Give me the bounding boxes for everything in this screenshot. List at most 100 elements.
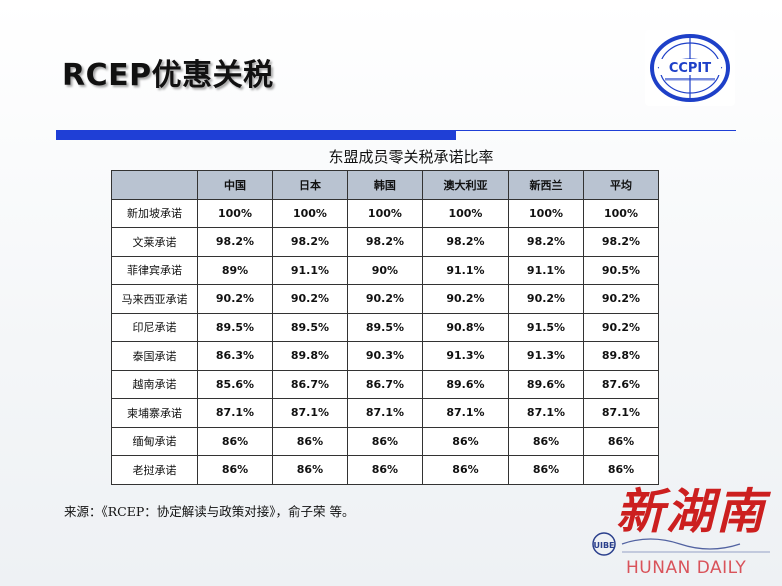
table-cell: 90.2% [508, 284, 584, 314]
logo-text: CCPIT [669, 61, 711, 76]
table-cell: 87.1% [271, 398, 348, 428]
table-cell: 90.2% [583, 284, 659, 314]
table-row: 印尼承诺 89.5% 89.5% 89.5% 90.8% 91.5% 90.2% [111, 312, 659, 342]
table-cell: 100% [346, 198, 423, 228]
header-divider-line [456, 130, 736, 131]
table-cell: 91.1% [271, 255, 348, 285]
table-column-header: 新西兰 [508, 170, 584, 200]
table-cell: 98.2% [508, 227, 584, 257]
table-cell: 86% [421, 455, 510, 485]
table-cell: 98.2% [271, 227, 348, 257]
table-row-label: 菲律宾承诺 [111, 255, 198, 285]
table-row: 马来西亚承诺 90.2% 90.2% 90.2% 90.2% 90.2% 90.2% [111, 284, 659, 314]
slide-title: RCEP优惠关税 [62, 58, 274, 93]
table-row-label: 新加坡承诺 [111, 198, 198, 228]
watermark-school-mark: UIBE [590, 530, 780, 558]
table-cell: 89% [197, 255, 273, 285]
table-row-label: 缅甸承诺 [111, 426, 198, 456]
watermark-brand-en: HUNAN DAILY [626, 558, 747, 578]
header-accent-bar [56, 130, 456, 140]
table-cell: 86% [271, 455, 348, 485]
table-cell: 89.8% [583, 341, 659, 371]
table-cell: 100% [583, 198, 659, 228]
table-cell: 90.3% [346, 341, 423, 371]
table-row: 新加坡承诺 100% 100% 100% 100% 100% 100% [111, 198, 659, 228]
table-column-header: 日本 [271, 170, 348, 200]
table-cell: 91.3% [508, 341, 584, 371]
table-row: 老挝承诺 86% 86% 86% 86% 86% 86% [111, 455, 659, 485]
table-column-header: 韩国 [346, 170, 423, 200]
table-cell: 86% [508, 455, 584, 485]
table-cell: 98.2% [197, 227, 273, 257]
table-row-label: 老挝承诺 [111, 455, 198, 485]
table-cell: 87.1% [197, 398, 273, 428]
hunan-daily-watermark: 新湖南 UIBE HUNAN DAILY [590, 470, 780, 582]
table-cell: 100% [197, 198, 273, 228]
table-row: 文莱承诺 98.2% 98.2% 98.2% 98.2% 98.2% 98.2% [111, 227, 659, 257]
table-cell: 100% [508, 198, 584, 228]
table-cell: 89.6% [508, 369, 584, 399]
table-cell: 90.2% [271, 284, 348, 314]
table-cell: 86.7% [346, 369, 423, 399]
table-cell: 100% [271, 198, 348, 228]
table-cell: 87.1% [583, 398, 659, 428]
table-cell: 89.6% [421, 369, 510, 399]
table-header-corner [111, 170, 198, 200]
table-cell: 91.3% [421, 341, 510, 371]
table-row: 柬埔寨承诺 87.1% 87.1% 87.1% 87.1% 87.1% 87.1% [111, 398, 659, 428]
table-cell: 98.2% [346, 227, 423, 257]
source-note: 来源：《RCEP：协定解读与政策对接》，俞子荣 等。 [64, 504, 355, 519]
table-cell: 86.7% [271, 369, 348, 399]
table-cell: 90.2% [583, 312, 659, 342]
table-cell: 86% [508, 426, 584, 456]
table-row: 菲律宾承诺 89% 91.1% 90% 91.1% 91.1% 90.5% [111, 255, 659, 285]
table-cell: 90.2% [197, 284, 273, 314]
table-cell: 90.2% [346, 284, 423, 314]
table-cell: 91.1% [508, 255, 584, 285]
table-row: 泰国承诺 86.3% 89.8% 90.3% 91.3% 91.3% 89.8% [111, 341, 659, 371]
table-cell: 98.2% [421, 227, 510, 257]
table-row-label: 越南承诺 [111, 369, 198, 399]
watermark-brand-cn: 新湖南 [616, 484, 767, 540]
table-cell: 85.6% [197, 369, 273, 399]
table-cell: 87.1% [508, 398, 584, 428]
table-cell: 86% [583, 455, 659, 485]
table-cell: 90% [346, 255, 423, 285]
table-cell: 86.3% [197, 341, 273, 371]
tariff-commitment-table: 中国 日本 韩国 澳大利亚 新西兰 平均 新加坡承诺 100% 100% 100% 100% 100… [111, 170, 659, 485]
table-column-header: 澳大利亚 [421, 170, 510, 200]
table-row-label: 柬埔寨承诺 [111, 398, 198, 428]
table-cell: 89.8% [271, 341, 348, 371]
table-cell: 100% [421, 198, 510, 228]
table-cell: 90.2% [421, 284, 510, 314]
table-cell: 98.2% [583, 227, 659, 257]
table-column-header: 中国 [197, 170, 273, 200]
table-title: 东盟成员零关税承诺比率 [328, 148, 494, 166]
table-cell: 86% [583, 426, 659, 456]
table-cell: 87.1% [346, 398, 423, 428]
table-cell: 86% [197, 426, 273, 456]
table-cell: 90.8% [421, 312, 510, 342]
table-row: 越南承诺 85.6% 86.7% 86.7% 89.6% 89.6% 87.6% [111, 369, 659, 399]
watermark-school-en: UIBE [593, 541, 614, 550]
table-row-label: 文莱承诺 [111, 227, 198, 257]
table-row: 缅甸承诺 86% 86% 86% 86% 86% 86% [111, 426, 659, 456]
table-cell: 91.1% [421, 255, 510, 285]
table-cell: 86% [346, 455, 423, 485]
table-row-label: 印尼承诺 [111, 312, 198, 342]
table-cell: 89.5% [271, 312, 348, 342]
table-cell: 89.5% [197, 312, 273, 342]
ccpit-logo: CCPIT [645, 30, 735, 106]
table-cell: 91.5% [508, 312, 584, 342]
table-cell: 87.6% [583, 369, 659, 399]
table-cell: 86% [271, 426, 348, 456]
ccpit-logo-icon: CCPIT [650, 34, 730, 102]
table-column-header: 平均 [583, 170, 659, 200]
table-row-label: 马来西亚承诺 [111, 284, 198, 314]
table-cell: 87.1% [421, 398, 510, 428]
table-row-label: 泰国承诺 [111, 341, 198, 371]
table-header-row: 中国 日本 韩国 澳大利亚 新西兰 平均 [111, 170, 659, 200]
table-cell: 86% [346, 426, 423, 456]
table-cell: 89.5% [346, 312, 423, 342]
table-cell: 86% [421, 426, 510, 456]
